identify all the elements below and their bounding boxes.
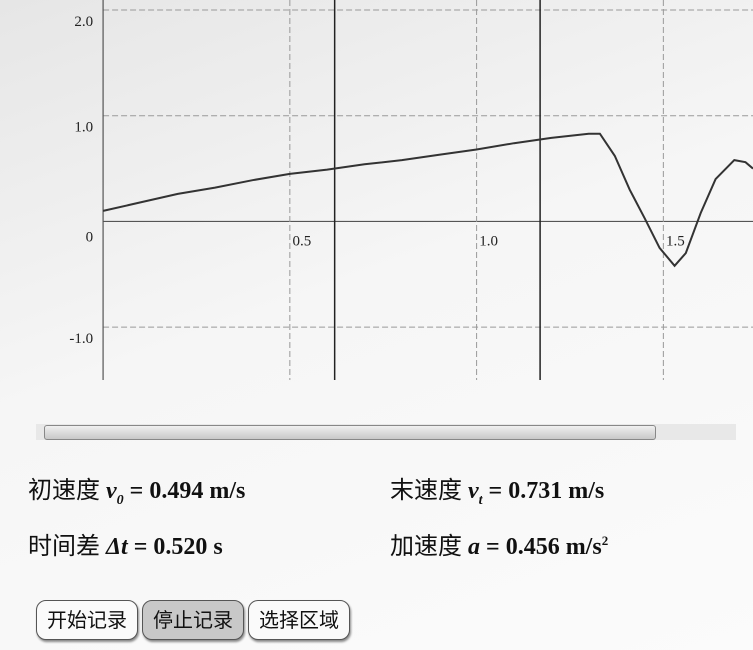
- readout-unit: m/s: [568, 478, 604, 504]
- data-line: [103, 134, 753, 266]
- y-tick-label: 2.0: [74, 14, 93, 30]
- symbol-text: v: [468, 478, 479, 504]
- app-window: 2.01.00-1.00.51.01.5 初速度v0=0.494m/s末速度vt…: [0, 0, 753, 650]
- readout-symbol: v0: [106, 478, 124, 504]
- readout-unit: m/s: [209, 478, 245, 504]
- unit-text: m/s: [209, 478, 245, 504]
- symbol-text: Δt: [106, 534, 128, 560]
- readout-label: 时间差: [28, 532, 100, 560]
- equals-sign: =: [486, 534, 500, 560]
- readout-value: 0.520: [153, 534, 207, 560]
- readout-label: 初速度: [28, 476, 100, 504]
- symbol-subscript: 0: [117, 493, 124, 508]
- equals-sign: =: [130, 478, 144, 504]
- button[interactable]: 停止记录: [142, 600, 244, 640]
- button[interactable]: 开始记录: [36, 600, 138, 640]
- y-tick-label: 1.0: [74, 120, 93, 136]
- readout-label: 末速度: [390, 476, 462, 504]
- y-tick-label: 0: [86, 229, 94, 245]
- readout-symbol: vt: [468, 478, 483, 504]
- symbol-subscript: t: [479, 493, 483, 508]
- x-tick-label: 0.5: [292, 233, 311, 249]
- x-tick-label: 1.0: [479, 233, 498, 249]
- readout-label: 加速度: [390, 532, 462, 560]
- symbol-text: a: [468, 534, 480, 560]
- x-tick-label: 1.5: [666, 233, 685, 249]
- readout-value: 0.494: [149, 478, 203, 504]
- readout-unit: s: [213, 534, 222, 560]
- equals-sign: =: [489, 478, 503, 504]
- scrollbar[interactable]: [36, 424, 736, 440]
- readout-unit: m/s2: [566, 534, 609, 560]
- readout-value: 0.456: [506, 534, 560, 560]
- unit-text: m/s: [566, 534, 602, 560]
- unit-text: m/s: [568, 478, 604, 504]
- unit-superscript: 2: [602, 533, 609, 548]
- readout-symbol: a: [468, 534, 480, 560]
- readout-value: 0.731: [508, 478, 562, 504]
- y-tick-label: -1.0: [69, 331, 93, 347]
- symbol-text: v: [106, 478, 117, 504]
- unit-text: s: [213, 534, 222, 560]
- button[interactable]: 选择区域: [248, 600, 350, 640]
- readout-symbol: Δt: [106, 534, 128, 560]
- chart: 2.0 1.0 0 -1.0 0.5 1.0 1.5: [0, 0, 753, 400]
- scrollbar-thumb[interactable]: [44, 425, 656, 440]
- equals-sign: =: [134, 534, 148, 560]
